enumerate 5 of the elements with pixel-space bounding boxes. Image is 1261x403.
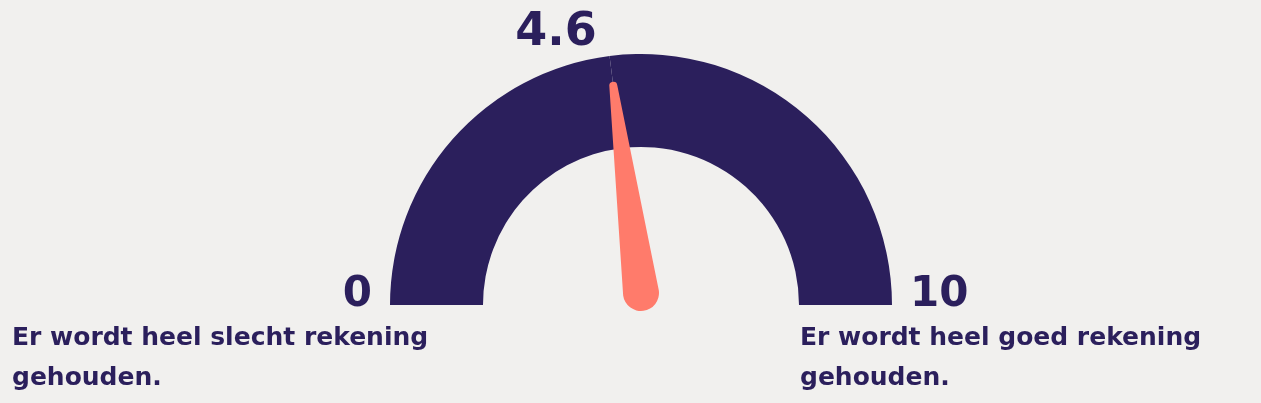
text: Er wordt heel slecht rekening gehouden. (12, 322, 429, 391)
text: 10 (910, 267, 969, 316)
text: Er wordt heel goed rekening gehouden. (800, 322, 1202, 391)
text: 0 (342, 267, 372, 316)
text: 4.6 (515, 2, 597, 56)
